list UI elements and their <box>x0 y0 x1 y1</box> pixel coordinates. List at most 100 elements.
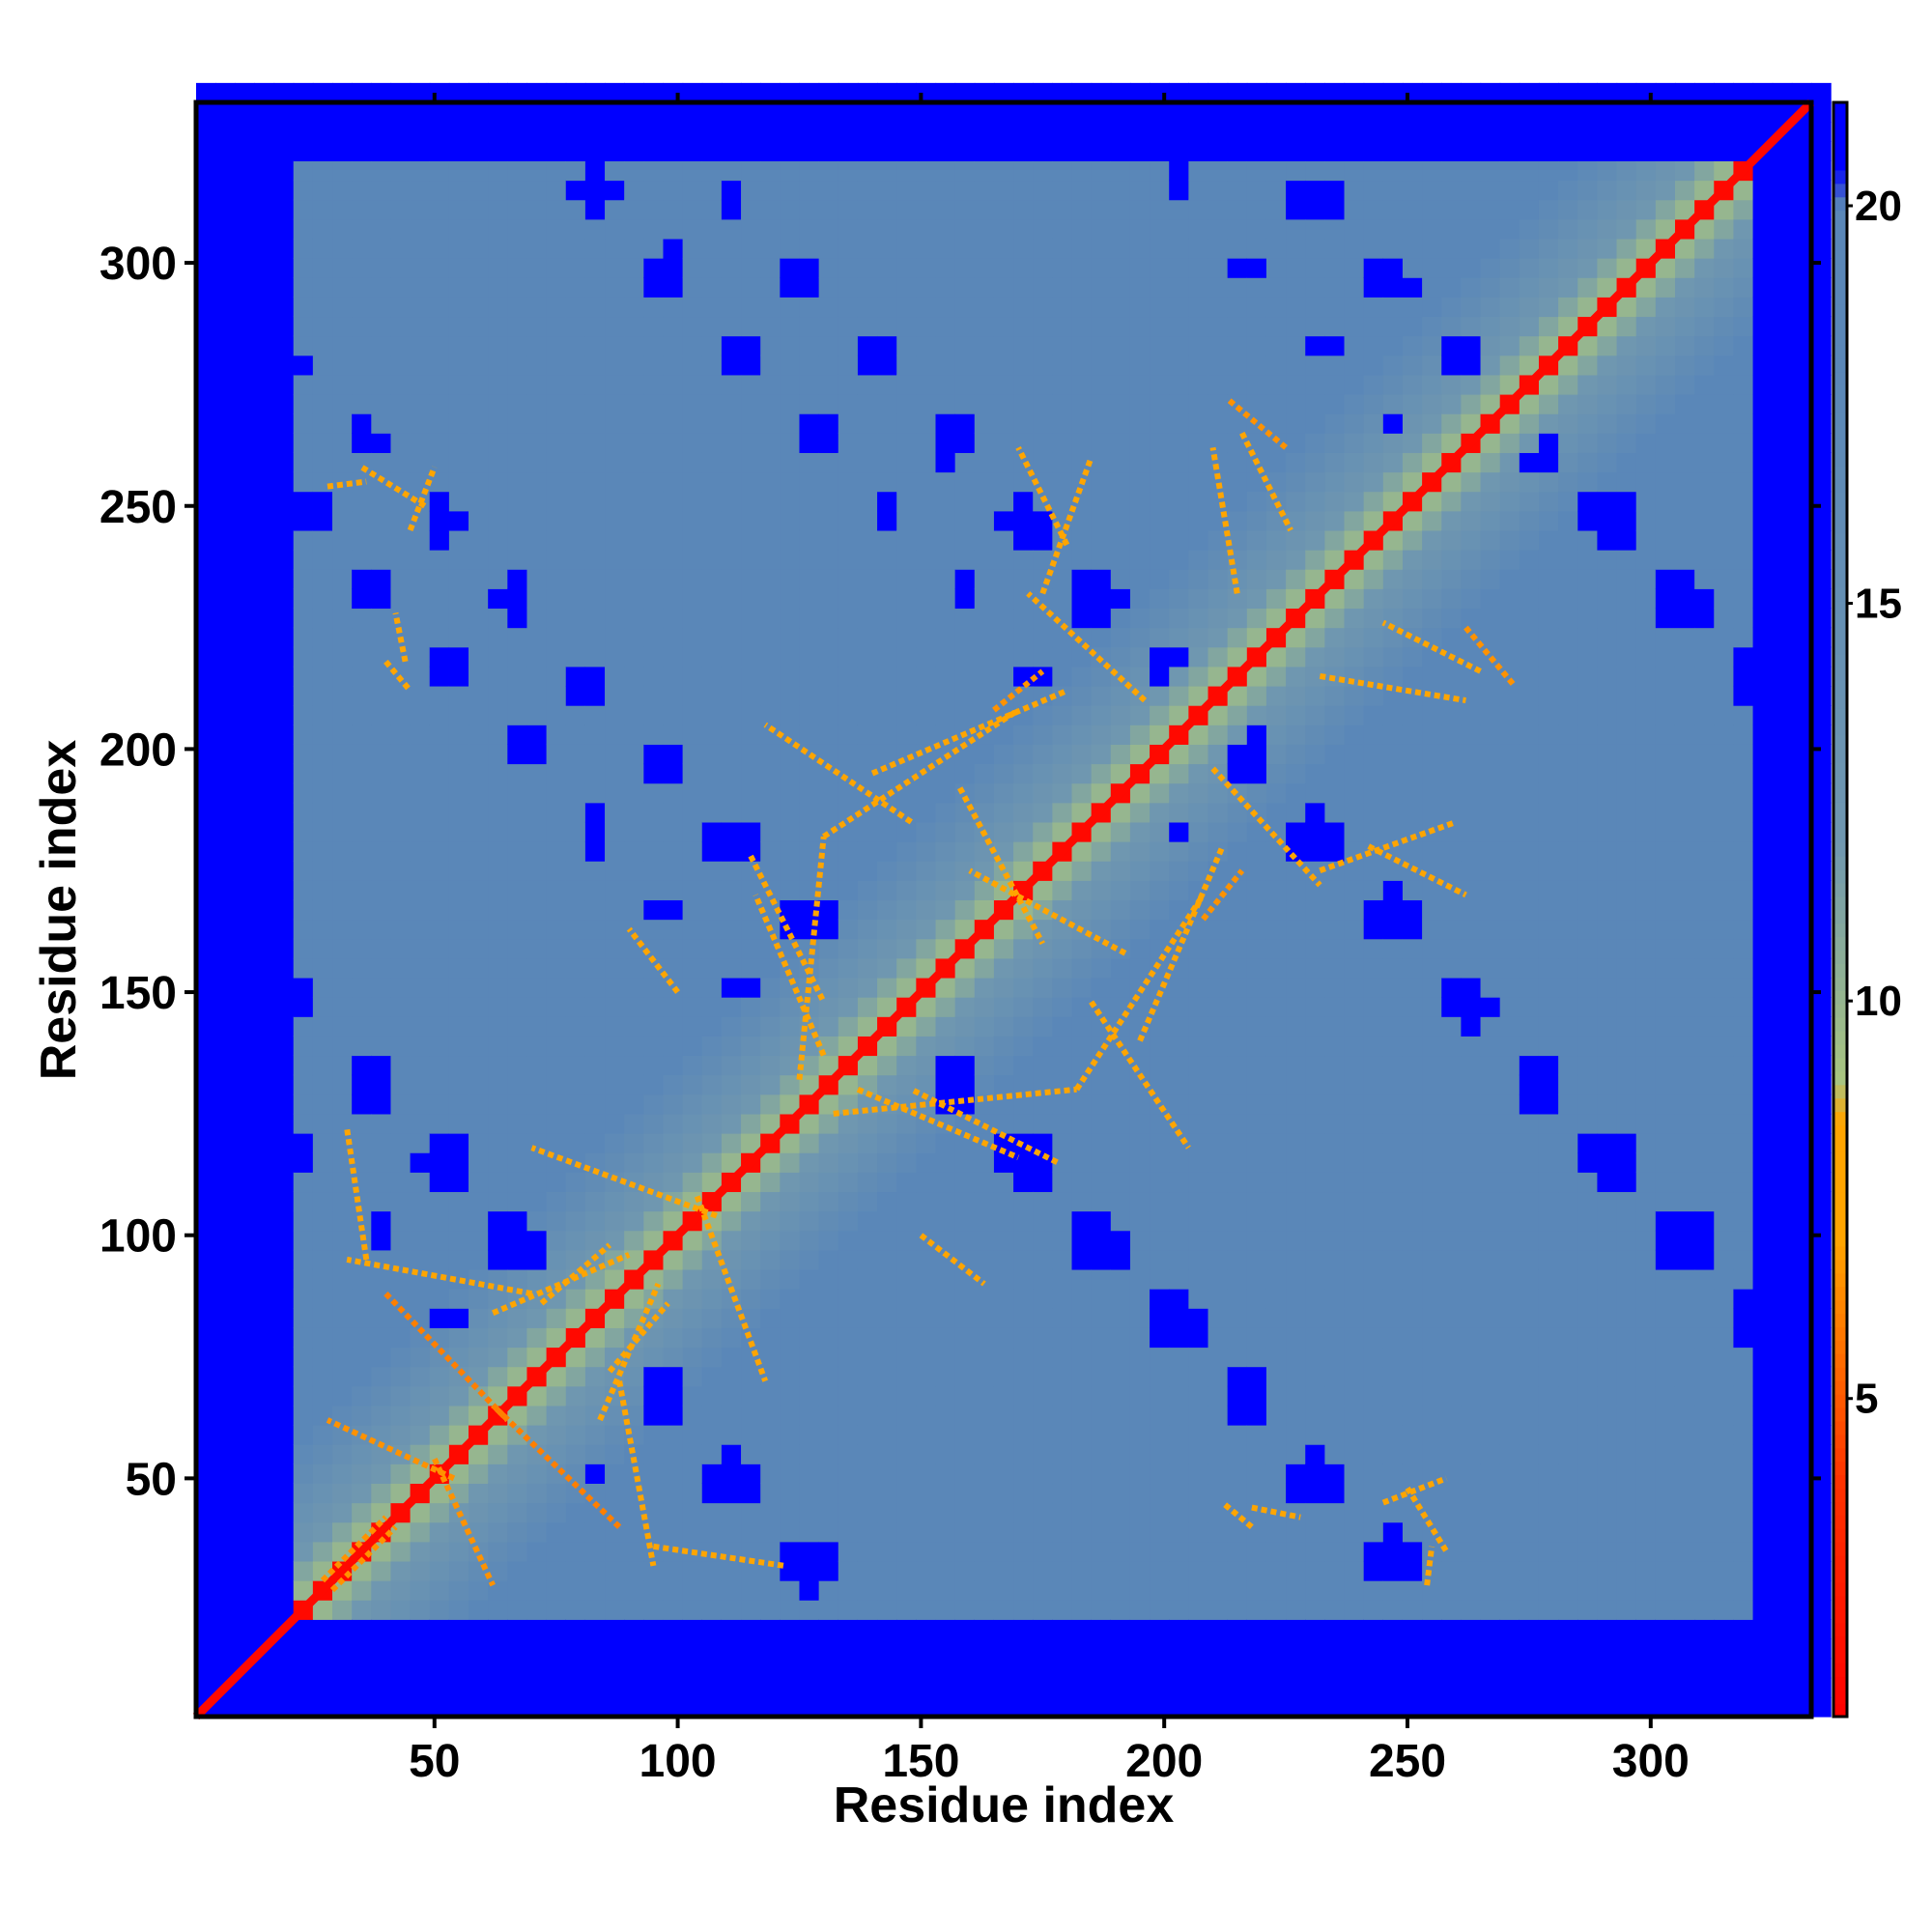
heatmap-cell <box>682 1463 703 1485</box>
heatmap-cell <box>1305 1133 1325 1153</box>
heatmap-cell <box>312 550 333 570</box>
heatmap-cell <box>1246 569 1267 589</box>
heatmap-cell <box>390 782 412 804</box>
heatmap-cell <box>390 1483 412 1504</box>
heatmap-cell <box>1208 1560 1229 1581</box>
heatmap-cell <box>448 1036 469 1057</box>
heatmap-cell <box>838 685 859 706</box>
heatmap-cell <box>546 199 567 220</box>
heatmap-cell <box>352 1152 372 1173</box>
heatmap-cell <box>896 1405 917 1426</box>
heatmap-cell <box>196 1444 216 1464</box>
heatmap-cell <box>780 802 801 823</box>
heatmap-cell <box>1344 1463 1365 1485</box>
heatmap-cell <box>741 258 761 278</box>
heatmap-cell <box>565 1191 586 1212</box>
heatmap-cell <box>741 491 761 512</box>
heatmap-cell <box>663 957 684 979</box>
heatmap-cell <box>916 880 937 901</box>
heatmap-cell <box>469 374 489 395</box>
heatmap-cell <box>488 122 508 142</box>
heatmap-cell <box>488 471 508 493</box>
heatmap-cell <box>469 550 489 570</box>
heatmap-cell <box>624 1521 644 1543</box>
heatmap-cell <box>818 763 839 784</box>
heatmap-cell <box>235 724 256 745</box>
heatmap-cell <box>896 821 917 842</box>
heatmap-cell <box>838 1133 859 1153</box>
heatmap-cell <box>215 744 236 765</box>
heatmap-cell <box>371 529 392 551</box>
heatmap-cell <box>1071 1600 1093 1620</box>
heatmap-cell <box>273 705 295 725</box>
heatmap-cell <box>448 413 469 434</box>
heatmap-cell <box>565 724 586 745</box>
heatmap-cell <box>974 1677 995 1698</box>
heatmap-cell <box>974 1696 995 1718</box>
heatmap-cell <box>682 550 703 570</box>
heatmap-cell <box>488 1521 508 1543</box>
heatmap-cell <box>293 1560 314 1581</box>
heatmap-cell <box>1265 160 1287 182</box>
heatmap-cell <box>916 238 937 259</box>
heatmap-cell <box>818 1541 839 1562</box>
heatmap-cell <box>273 977 295 998</box>
heatmap-cell <box>469 1463 489 1485</box>
heatmap-cell <box>1188 1619 1209 1640</box>
heatmap-cell <box>663 763 684 784</box>
heatmap-cell <box>1071 510 1093 531</box>
heatmap-cell <box>954 957 976 979</box>
heatmap-cell <box>312 1210 333 1232</box>
heatmap-cell <box>741 355 761 376</box>
heatmap-cell <box>741 238 761 259</box>
heatmap-cell <box>410 1463 431 1485</box>
heatmap-cell <box>760 1268 781 1290</box>
heatmap-cell <box>448 841 469 862</box>
heatmap-cell <box>448 374 469 395</box>
heatmap-cell <box>469 1347 489 1368</box>
heatmap-cell <box>215 608 236 629</box>
heatmap-cell <box>254 1191 275 1212</box>
heatmap-cell <box>1305 1483 1325 1504</box>
heatmap-cell <box>1286 1016 1306 1037</box>
heatmap-cell <box>954 335 976 356</box>
heatmap-cell <box>760 608 781 629</box>
heatmap-cell <box>721 666 742 687</box>
heatmap-cell <box>1169 744 1189 765</box>
heatmap-cell <box>235 122 256 142</box>
heatmap-cell <box>312 1074 333 1095</box>
heatmap-cell <box>1150 1560 1170 1581</box>
heatmap-cell <box>526 685 548 706</box>
heatmap-cell <box>429 1210 450 1232</box>
heatmap-cell <box>605 238 625 259</box>
heatmap-cell <box>643 938 665 959</box>
heatmap-cell <box>916 1016 937 1037</box>
heatmap-cell <box>1013 938 1034 959</box>
heatmap-cell <box>273 938 295 959</box>
heatmap-cell <box>448 393 469 414</box>
heatmap-cell <box>974 744 995 765</box>
heatmap-cell <box>877 1696 897 1718</box>
heatmap-cell <box>390 1658 412 1679</box>
heatmap-cell <box>312 608 333 629</box>
heatmap-cell <box>371 277 392 298</box>
heatmap-cell <box>896 82 917 103</box>
heatmap-cell <box>469 569 489 589</box>
heatmap-cell <box>916 1191 937 1212</box>
heatmap-cell <box>1227 1444 1248 1464</box>
heatmap-cell <box>935 1074 956 1095</box>
heatmap-cell <box>1110 744 1131 765</box>
heatmap-cell <box>877 957 897 979</box>
heatmap-cell <box>1208 1308 1229 1328</box>
heatmap-cell <box>682 335 703 356</box>
heatmap-cell <box>1071 413 1093 434</box>
heatmap-cell <box>1265 977 1287 998</box>
heatmap-cell <box>410 1036 431 1057</box>
heatmap-cell <box>643 997 665 1017</box>
heatmap-cell <box>1305 335 1325 356</box>
heatmap-cell <box>1188 82 1209 103</box>
heatmap-cell <box>390 122 412 142</box>
heatmap-cell <box>935 141 956 161</box>
heatmap-cell <box>293 782 314 804</box>
heatmap-cell <box>254 666 275 687</box>
